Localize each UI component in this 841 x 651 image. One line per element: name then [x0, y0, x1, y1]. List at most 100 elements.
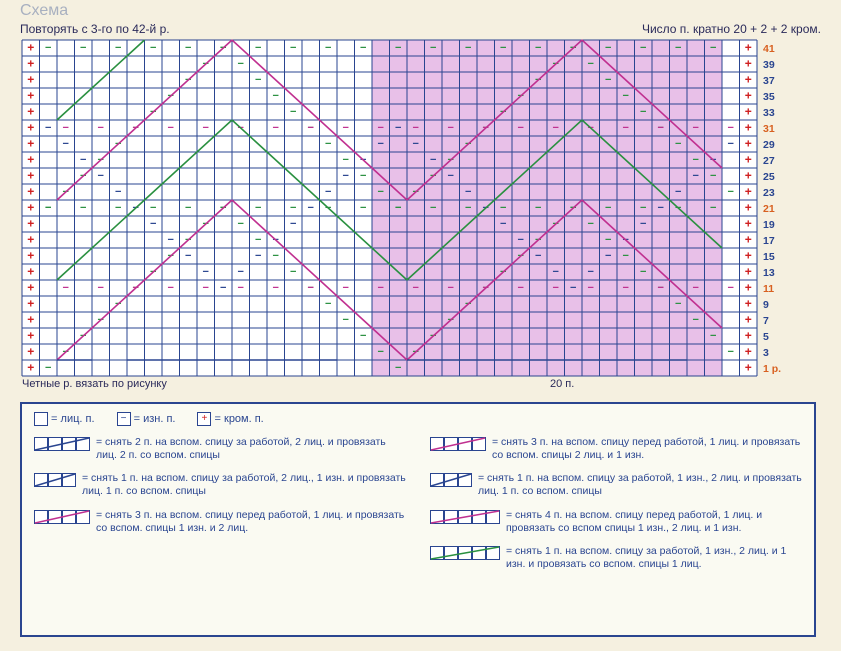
svg-text:−: − — [290, 106, 296, 118]
svg-text:−: − — [255, 42, 261, 54]
svg-text:−: − — [80, 202, 86, 214]
svg-text:−: − — [448, 122, 454, 134]
svg-text:+: + — [27, 217, 34, 231]
svg-text:−: − — [343, 170, 349, 182]
svg-text:−: − — [185, 42, 191, 54]
legend-symbol: − = изн. п. — [117, 413, 176, 425]
svg-text:+: + — [27, 329, 34, 343]
svg-text:−: − — [675, 138, 681, 150]
svg-text:+: + — [27, 89, 34, 103]
svg-text:−: − — [45, 42, 51, 54]
svg-text:−: − — [360, 330, 366, 342]
legend-symbol: + = кром. п. — [197, 413, 263, 425]
svg-text:−: − — [115, 42, 121, 54]
svg-text:−: − — [290, 42, 296, 54]
svg-text:−: − — [623, 282, 629, 294]
svg-text:−: − — [255, 202, 261, 214]
svg-text:−: − — [203, 266, 209, 278]
svg-text:−: − — [605, 74, 611, 86]
svg-text:+: + — [27, 201, 34, 215]
svg-text:−: − — [570, 282, 576, 294]
svg-text:−: − — [640, 106, 646, 118]
svg-text:−: − — [238, 266, 244, 278]
svg-text:−: − — [500, 218, 506, 230]
svg-text:−: − — [308, 122, 314, 134]
svg-text:−: − — [535, 202, 541, 214]
svg-text:−: − — [273, 90, 279, 102]
svg-text:+: + — [745, 297, 752, 311]
svg-text:−: − — [640, 202, 646, 214]
svg-text:−: − — [710, 330, 716, 342]
svg-text:−: − — [290, 218, 296, 230]
svg-text:3: 3 — [763, 347, 769, 359]
svg-text:−: − — [710, 170, 716, 182]
svg-text:+: + — [27, 41, 34, 55]
legend-item: = снять 2 п. на вспом. спицу за работой,… — [34, 436, 406, 462]
svg-text:+: + — [27, 361, 34, 375]
svg-text:−: − — [185, 202, 191, 214]
svg-text:+: + — [27, 73, 34, 87]
svg-text:−: − — [693, 170, 699, 182]
svg-text:−: − — [605, 42, 611, 54]
chart-title: Схема — [20, 2, 68, 20]
svg-text:−: − — [675, 298, 681, 310]
svg-text:−: − — [63, 282, 69, 294]
svg-text:−: − — [238, 58, 244, 70]
svg-text:−: − — [378, 282, 384, 294]
svg-text:−: − — [203, 282, 209, 294]
svg-text:−: − — [360, 42, 366, 54]
svg-text:9: 9 — [763, 299, 769, 311]
svg-text:+: + — [745, 217, 752, 231]
svg-text:−: − — [693, 154, 699, 166]
svg-text:−: − — [395, 42, 401, 54]
svg-text:+: + — [27, 153, 34, 167]
svg-text:−: − — [623, 90, 629, 102]
svg-text:+: + — [27, 169, 34, 183]
svg-text:−: − — [185, 250, 191, 262]
svg-text:−: − — [115, 202, 121, 214]
stitch-count: Число п. кратно 20 + 2 + 2 кром. — [642, 22, 821, 36]
legend-item: = снять 1 п. на вспом. спицу за работой,… — [430, 545, 802, 571]
svg-text:−: − — [45, 122, 51, 134]
svg-text:+: + — [745, 137, 752, 151]
svg-text:−: − — [150, 42, 156, 54]
svg-text:−: − — [150, 218, 156, 230]
svg-text:−: − — [63, 122, 69, 134]
svg-text:−: − — [728, 186, 734, 198]
svg-text:−: − — [273, 250, 279, 262]
svg-text:−: − — [255, 74, 261, 86]
svg-text:−: − — [430, 202, 436, 214]
svg-text:−: − — [343, 282, 349, 294]
svg-text:−: − — [553, 122, 559, 134]
legend-item: = снять 1 п. на вспом. спицу за работой,… — [430, 472, 802, 498]
svg-text:−: − — [203, 122, 209, 134]
svg-text:11: 11 — [763, 283, 774, 295]
svg-text:−: − — [395, 362, 401, 374]
svg-text:−: − — [395, 202, 401, 214]
svg-text:−: − — [273, 122, 279, 134]
svg-text:−: − — [430, 42, 436, 54]
svg-text:−: − — [308, 282, 314, 294]
svg-text:+: + — [745, 169, 752, 183]
svg-text:−: − — [693, 122, 699, 134]
svg-text:−: − — [553, 266, 559, 278]
svg-text:31: 31 — [763, 123, 775, 135]
svg-text:−: − — [693, 314, 699, 326]
svg-text:+: + — [27, 185, 34, 199]
svg-text:−: − — [168, 234, 174, 246]
svg-text:+: + — [27, 297, 34, 311]
svg-text:−: − — [413, 138, 419, 150]
legend-symbol: = лиц. п. — [34, 413, 95, 425]
svg-text:+: + — [27, 137, 34, 151]
svg-text:+: + — [27, 281, 34, 295]
svg-text:−: − — [658, 282, 664, 294]
svg-text:−: − — [535, 42, 541, 54]
svg-text:+: + — [745, 329, 752, 343]
svg-text:−: − — [465, 202, 471, 214]
legend-item: = снять 3 п. на вспом. спицу перед работ… — [34, 509, 406, 535]
svg-text:−: − — [273, 282, 279, 294]
svg-text:−: − — [115, 186, 121, 198]
svg-text:−: − — [465, 42, 471, 54]
svg-text:+: + — [745, 345, 752, 359]
knitting-chart: ++++++++++++++++++++++++++++++++++++++++… — [20, 38, 800, 373]
